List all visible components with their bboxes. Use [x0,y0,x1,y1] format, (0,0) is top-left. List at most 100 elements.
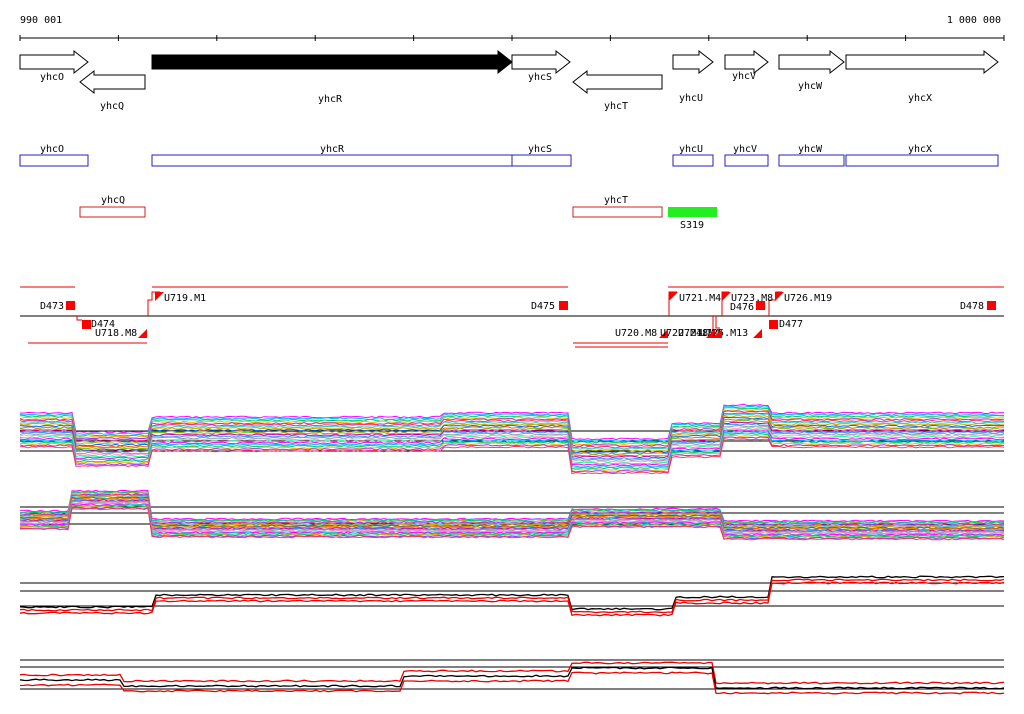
expression-trace [19,489,1005,523]
expression-trace [19,501,1005,535]
expression-panel-2 [19,489,1005,541]
expression-trace [19,423,1005,460]
expression-trace [19,575,1005,611]
marker-D475[interactable]: D475 [531,301,568,312]
expression-trace [19,671,1005,695]
plus-box-yhcR[interactable]: yhcR [151,144,513,167]
expression-trace [19,666,1005,690]
marker-U719.M1[interactable]: U719.M1 [155,292,206,304]
expression-trace [19,421,1005,459]
feature-bar [668,207,717,217]
feature-S319[interactable]: S319 [668,207,717,231]
marker-label: U726.M19 [784,293,832,304]
expression-trace [19,403,1005,441]
gene-label: yhcU [679,93,703,104]
gene-label: yhcX [908,93,932,104]
marker-U722.M18[interactable]: U722.M18 [660,328,708,339]
minus-strand-box-track: yhcQ yhcT S319 [79,195,717,231]
marker-U721.M4[interactable]: U721.M4 [669,292,721,304]
plus-box-yhcV[interactable]: yhcV [724,144,769,167]
marker-label: U718.M8 [95,328,137,339]
box-label: yhcQ [101,195,125,206]
plus-box-yhcW[interactable]: yhcW [778,144,845,167]
marker-U720.M8[interactable]: U720.M8 [615,328,668,339]
expression-trace [19,491,1005,525]
marker-label: D477 [779,319,803,330]
marker-D473[interactable]: D473 [40,301,75,312]
gene-arrow-yhcS[interactable]: yhcS [511,49,571,83]
coordinate-ruler: 990 001 1 000 000 [19,15,1005,41]
expression-panel-1 [19,403,1005,475]
ruler-end-label: 1 000 000 [947,15,1001,26]
expression-trace [19,661,1005,685]
box-label: yhcU [679,144,703,155]
marker-D476[interactable]: D476 [730,301,765,313]
box-label: yhcX [908,144,932,155]
expression-trace [19,493,1005,526]
gene-arrow-yhcU[interactable]: yhcU [672,49,714,104]
minus-box-yhcT[interactable]: yhcT [572,195,663,218]
expression-trace [19,419,1005,457]
transcript-marker-track: D473 D474 U718.M8 U719.M1 D475 U720.M8 U… [20,286,1004,348]
marker-label: D478 [960,301,984,312]
expression-trace [19,507,1005,541]
box-label: yhcV [733,144,757,155]
expression-trace [19,431,1005,468]
gene-arrow-yhcQ[interactable]: yhcQ [79,69,146,112]
plus-box-yhcO[interactable]: yhcO [19,144,89,167]
marker-U718.M8[interactable]: U718.M8 [95,328,147,339]
marker-label: D475 [531,301,555,312]
marker-label: U719.M1 [164,293,206,304]
box-label: yhcW [798,144,823,155]
marker-label: U725.M13 [700,328,748,339]
marker-U724.M4[interactable]: U724.M4 [678,328,720,339]
marker-U726.M19[interactable]: U726.M19 [775,292,832,304]
expression-traces-panel-4 [19,661,1005,695]
expression-trace [19,427,1005,465]
expression-trace [20,434,1005,472]
expression-trace [19,499,1005,532]
expression-trace [19,407,1005,444]
marker-D477[interactable]: D477 [769,319,803,330]
expression-trace [19,506,1005,540]
marker-label: D476 [730,302,754,313]
gene-arrow-yhcR[interactable]: yhcR [151,49,513,105]
marker-U725.M13[interactable]: U725.M13 [700,328,762,339]
plus-strand-box-track: yhcO yhcR yhcS yhcU yhcV yhcW yhcX [19,144,999,167]
gene-label: yhcR [318,94,343,105]
gene-label: yhcV [732,71,756,82]
plus-box-yhcU[interactable]: yhcU [672,144,714,167]
box-label: yhcT [604,195,628,206]
gene-label: yhcS [528,72,552,83]
plus-box-yhcX[interactable]: yhcX [845,144,999,167]
marker-D478[interactable]: D478 [960,301,996,312]
marker-label: U721.M4 [679,293,721,304]
expression-trace [19,410,1005,447]
gene-label: yhcT [604,101,628,112]
feature-label: S319 [680,220,704,231]
expression-panel-3 [19,575,1005,617]
gene-arrow-yhcW[interactable]: yhcW [778,49,845,92]
gene-label: yhcW [798,81,823,92]
gene-track: yhcO yhcQ yhcR yhcS yhcT yhcU yhcV yhcW [19,49,999,112]
gene-label: yhcQ [100,101,124,112]
minus-box-yhcQ[interactable]: yhcQ [79,195,146,218]
expression-trace [19,412,1005,449]
expression-trace [19,581,1005,617]
plus-box-yhcS[interactable]: yhcS [511,144,572,167]
marker-label: U724.M4 [678,328,720,339]
gene-arrow-yhcT[interactable]: yhcT [572,69,663,112]
gene-arrow-yhcO[interactable]: yhcO [19,49,89,83]
expression-traces-panel-2 [19,489,1005,541]
marker-U723.M8[interactable]: U723.M8 [722,292,773,304]
gene-arrow-yhcX[interactable]: yhcX [845,49,999,104]
gene-arrow-yhcV[interactable]: yhcV [724,49,769,82]
gene-label: yhcO [40,72,64,83]
expression-trace [19,436,1005,473]
expression-trace [19,417,1005,454]
marker-D474[interactable]: D474 [82,319,115,330]
expression-panel-4 [19,659,1005,695]
expression-trace [19,405,1005,442]
ruler-ticks [19,35,1005,41]
